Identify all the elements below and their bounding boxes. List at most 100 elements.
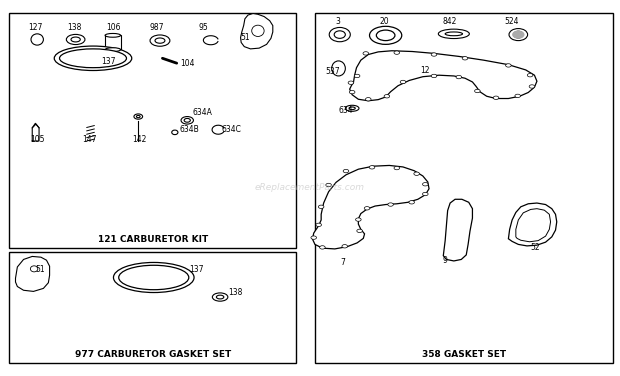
Ellipse shape: [343, 169, 349, 173]
Ellipse shape: [172, 130, 178, 135]
Ellipse shape: [319, 205, 324, 208]
Ellipse shape: [71, 37, 81, 42]
Bar: [315, 13, 613, 363]
Ellipse shape: [342, 244, 348, 248]
Ellipse shape: [252, 25, 264, 36]
Ellipse shape: [363, 52, 368, 55]
Polygon shape: [508, 203, 557, 246]
Ellipse shape: [456, 75, 461, 79]
Text: 105: 105: [30, 135, 45, 144]
Ellipse shape: [150, 35, 170, 46]
Ellipse shape: [348, 81, 353, 84]
Ellipse shape: [432, 53, 436, 56]
Bar: [105, 35, 121, 50]
Ellipse shape: [136, 115, 140, 118]
Text: 634A: 634A: [192, 108, 212, 117]
Ellipse shape: [113, 262, 194, 293]
Bar: [9, 13, 296, 248]
Ellipse shape: [316, 223, 322, 226]
Ellipse shape: [134, 114, 143, 119]
Text: 20: 20: [379, 17, 389, 26]
Ellipse shape: [31, 34, 43, 45]
Ellipse shape: [334, 31, 345, 38]
Ellipse shape: [462, 57, 468, 60]
Ellipse shape: [311, 236, 317, 240]
Ellipse shape: [432, 74, 436, 78]
Polygon shape: [443, 199, 472, 261]
Polygon shape: [350, 51, 537, 101]
Text: 51: 51: [241, 33, 250, 42]
Ellipse shape: [365, 98, 371, 101]
Ellipse shape: [438, 29, 469, 38]
Text: 137: 137: [189, 265, 203, 274]
Ellipse shape: [349, 107, 355, 110]
Text: 147: 147: [82, 135, 97, 144]
Ellipse shape: [370, 26, 402, 44]
Text: 95: 95: [198, 23, 208, 32]
Ellipse shape: [364, 206, 370, 210]
Ellipse shape: [414, 172, 420, 175]
Ellipse shape: [212, 293, 228, 301]
Ellipse shape: [155, 38, 165, 43]
Polygon shape: [241, 14, 273, 49]
Ellipse shape: [216, 295, 224, 299]
Ellipse shape: [423, 183, 428, 186]
Ellipse shape: [475, 89, 480, 93]
Text: 137: 137: [101, 57, 116, 66]
Ellipse shape: [181, 117, 193, 124]
Text: 634C: 634C: [222, 125, 242, 134]
Ellipse shape: [329, 27, 350, 42]
Ellipse shape: [513, 31, 523, 38]
Ellipse shape: [332, 61, 345, 76]
Ellipse shape: [345, 105, 359, 111]
Text: 977 CARBURETOR GASKET SET: 977 CARBURETOR GASKET SET: [74, 350, 231, 359]
Ellipse shape: [118, 265, 188, 290]
Text: 142: 142: [132, 135, 147, 144]
Ellipse shape: [66, 35, 85, 45]
Ellipse shape: [494, 96, 498, 100]
Ellipse shape: [423, 193, 428, 196]
Ellipse shape: [529, 85, 534, 88]
Ellipse shape: [369, 165, 374, 169]
Polygon shape: [312, 165, 429, 249]
Ellipse shape: [527, 74, 533, 77]
Text: 127: 127: [28, 23, 43, 32]
Text: 138: 138: [228, 288, 242, 297]
Text: 9: 9: [443, 256, 448, 265]
Text: 524: 524: [504, 17, 519, 26]
Text: 12: 12: [420, 66, 430, 75]
Ellipse shape: [505, 64, 511, 67]
Ellipse shape: [60, 49, 126, 68]
Ellipse shape: [388, 203, 394, 206]
Text: 537: 537: [326, 67, 340, 76]
Ellipse shape: [394, 166, 400, 170]
Text: 634: 634: [339, 106, 353, 115]
Ellipse shape: [394, 51, 400, 54]
Bar: [9, 252, 296, 363]
Ellipse shape: [355, 218, 361, 221]
Ellipse shape: [512, 30, 525, 39]
Text: 842: 842: [443, 17, 458, 26]
Ellipse shape: [105, 33, 121, 37]
Text: 7: 7: [340, 258, 345, 267]
Ellipse shape: [354, 74, 360, 78]
Ellipse shape: [349, 91, 355, 94]
Ellipse shape: [326, 183, 332, 187]
Ellipse shape: [376, 30, 395, 41]
Text: 106: 106: [106, 23, 121, 32]
Text: 3: 3: [335, 17, 340, 26]
Text: 987: 987: [149, 23, 164, 32]
Ellipse shape: [30, 266, 38, 272]
Polygon shape: [516, 209, 551, 242]
Text: 52: 52: [530, 243, 540, 252]
Polygon shape: [32, 124, 39, 141]
Ellipse shape: [445, 32, 463, 36]
Ellipse shape: [55, 46, 131, 71]
Text: 138: 138: [67, 23, 82, 32]
Text: 104: 104: [180, 59, 194, 68]
Text: 358 GASKET SET: 358 GASKET SET: [422, 350, 506, 359]
Ellipse shape: [320, 246, 326, 249]
Ellipse shape: [384, 95, 390, 98]
Text: eReplacementParts.com: eReplacementParts.com: [255, 183, 365, 193]
Ellipse shape: [409, 200, 415, 204]
